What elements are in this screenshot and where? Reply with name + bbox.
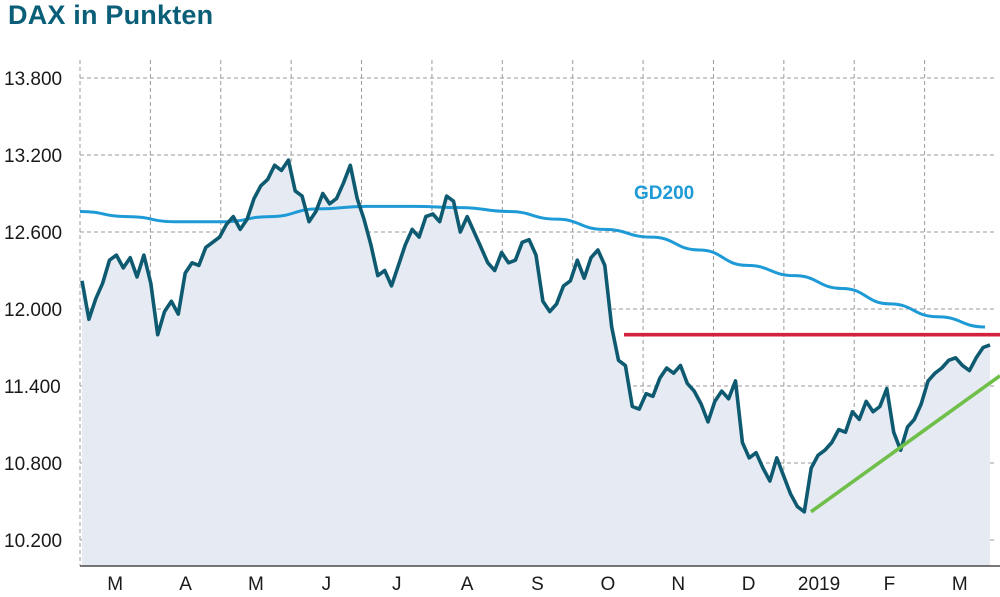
x-tick-label: S [531,574,544,595]
x-tick-label: M [107,574,123,595]
x-tick-label: A [461,574,474,595]
dax-area-fill [82,160,990,566]
x-tick-label: 2019 [798,574,840,595]
x-tick-label: O [600,574,615,595]
y-tick-label: 13.200 [4,146,62,167]
y-axis-ticks: 13.800 13.200 12.600 12.000 11.400 10.800 10.2… [4,69,62,552]
y-tick-label: 11.400 [4,377,61,398]
y-tick-label: 12.000 [4,300,62,321]
y-tick-label: 13.800 [4,69,62,90]
chart-title: DAX in Punkten [8,0,214,30]
y-tick-label: 10.800 [4,454,62,475]
y-tick-label: 12.600 [4,223,62,244]
x-tick-label: A [179,574,192,595]
y-tick-label: 10.200 [4,531,62,552]
dax-series-line [80,158,991,514]
x-tick-label: M [952,574,968,595]
trend-series-line [809,374,1000,514]
x-axis-ticks: M A M J J A S O N D 2019 F M [107,574,967,595]
x-tick-label: M [248,574,264,595]
x-tick-label: N [671,574,685,595]
gd200-label: GD200 [634,183,694,204]
x-tick-label: F [884,574,896,595]
x-tick-label: J [322,574,332,595]
x-tick-label: D [742,574,756,595]
x-tick-label: J [392,574,402,595]
